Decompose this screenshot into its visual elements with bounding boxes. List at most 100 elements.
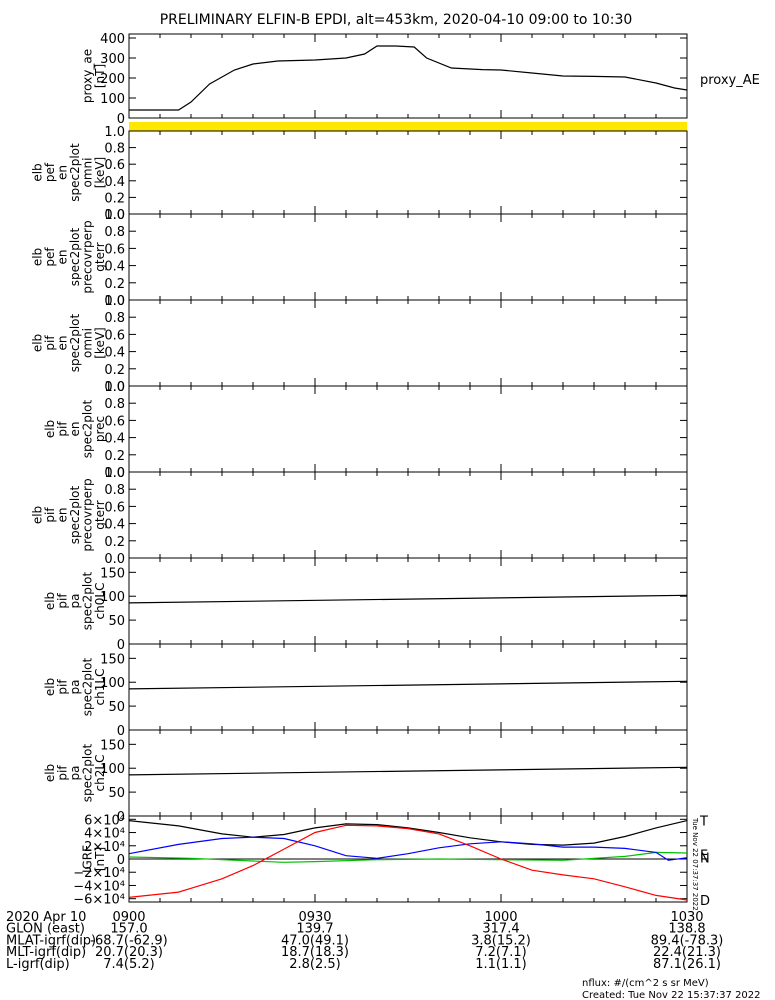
created-timestamp: Created: Tue Nov 22 15:37:37 2022	[582, 990, 761, 1000]
y-axis-label-line: en	[68, 422, 82, 437]
y-axis-label-line: omni	[81, 158, 95, 188]
y-tick-label: 0.8	[104, 483, 125, 498]
y-tick-label: 0.0	[104, 208, 125, 223]
panel-frame	[128, 213, 688, 301]
panel-elb-pef-en-spec2plot-precovrperp-gterr: 1.0 0.8 0.6 0.4 0.2 0.0 elbpefenspec2plotpreco…	[31, 208, 688, 309]
y-axis-label-line: pif	[43, 335, 57, 351]
annotation-value: 2.8(2.5)	[289, 957, 341, 972]
panel-elb-pif-en-spec2plot-precovrperp-gterr: 1.0 0.8 0.6 0.4 0.2 0.0 elbpifenspec2plotpreco…	[31, 466, 688, 567]
y-axis-label-line: gterr	[93, 242, 107, 271]
y-tick-label: 50	[108, 614, 125, 629]
y-tick-label: −6×10⁴	[73, 893, 125, 908]
annotation-value: 7.2(7.1)	[475, 945, 527, 960]
y-axis-label-line: pif	[56, 679, 70, 695]
y-tick-label: 300	[100, 52, 125, 67]
y-tick-label: 1.0	[104, 380, 125, 395]
annotation-row-label: GLON (east)	[6, 922, 85, 937]
annotation-value: 138.8	[668, 922, 705, 937]
panel-frame	[128, 557, 688, 645]
panel-frame	[128, 643, 688, 731]
annotation-value: 47.0(49.1)	[281, 933, 349, 948]
y-axis-label-line: pa	[68, 594, 82, 609]
y-axis-label-line: elb	[43, 764, 57, 782]
annotation-value: 1030	[670, 910, 703, 925]
series-line-lc	[128, 594, 688, 604]
flux-units-note: nflux: #/(cm^2 s sr MeV)	[582, 978, 709, 989]
flag-bar-fill	[129, 122, 687, 131]
y-axis-label-line: pa	[68, 766, 82, 781]
y-tick-label: 0.6	[104, 500, 125, 515]
y-tick-label: −2×10⁴	[73, 866, 125, 881]
y-tick-label: 0.4	[104, 260, 125, 275]
panel-frame	[128, 299, 688, 387]
y-tick-label: 1.0	[104, 466, 125, 481]
y-axis-label-line: spec2plot	[81, 657, 95, 716]
annotation-value: 87.1(26.1)	[653, 957, 721, 972]
y-tick-label: 0.2	[104, 363, 125, 378]
y-axis-label-line: en	[56, 250, 70, 265]
y-axis-label-line: spec2plot	[68, 313, 82, 372]
series-line-lc	[128, 680, 688, 690]
y-axis-label-line: [keV]	[93, 327, 107, 358]
y-axis-label-line: spec2plot	[81, 399, 95, 458]
y-axis-label-line: proxy_ae	[81, 49, 95, 103]
annotation-value: 0930	[298, 910, 331, 925]
y-tick-label: 2×10⁴	[84, 840, 125, 855]
y-tick-label: 1.0	[104, 125, 125, 140]
y-axis-label-line: spec2plot	[68, 227, 82, 286]
y-tick-label: 0.6	[104, 414, 125, 429]
panel-flag-bar	[129, 122, 687, 131]
y-axis-label-line: precovrperp	[81, 220, 95, 293]
series-line-D	[128, 824, 688, 901]
y-axis-label-line: pif	[43, 507, 57, 523]
y-tick-label: 0.6	[104, 158, 125, 173]
y-tick-label: 1.0	[104, 208, 125, 223]
series-line-E	[128, 851, 688, 863]
y-tick-label: 0.8	[104, 397, 125, 412]
y-tick-label: 200	[100, 72, 125, 87]
panel-proxy_ae: 400 300 200 100 0 proxy_ae[nT] proxy_AE	[81, 32, 760, 127]
y-tick-label: 0.2	[104, 449, 125, 464]
y-axis-label-line: elb	[43, 678, 57, 696]
y-axis-label-line: en	[56, 165, 70, 180]
annotation-row-label: MLAT-igrf(dip)	[6, 933, 96, 948]
y-axis-label-line: spec2plot	[68, 485, 82, 544]
panel-igrf: 6×10⁴4×10⁴2×10⁴0−2×10⁴−4×10⁴−6×10⁴IGRF[n…	[73, 813, 710, 910]
y-axis-label-line: pef	[43, 162, 57, 182]
y-axis-label-line: [keV]	[93, 157, 107, 188]
y-tick-label: 100	[100, 590, 125, 605]
y-tick-label: 50	[108, 700, 125, 715]
annotation-value: 1000	[484, 910, 517, 925]
annotation-row-label: L-igrf(dip)	[6, 957, 70, 972]
series-line-proxy_AE	[129, 45, 688, 111]
series-line-T	[128, 820, 688, 846]
y-tick-label: 0.8	[104, 225, 125, 240]
series-line-N	[128, 836, 688, 861]
panel-elb-pef-en-spec2plot-omni: 1.0 0.80.6 0.40.2 0.0 elbpefenspec2plotomni[…	[31, 125, 688, 223]
y-axis-label-line: pif	[56, 765, 70, 781]
y-tick-label: 0	[117, 810, 125, 825]
panel-frame	[128, 729, 688, 817]
y-tick-label: 150	[100, 652, 125, 667]
y-tick-label: 0.4	[104, 346, 125, 361]
y-axis-label-line: [nT]	[93, 847, 107, 871]
y-tick-label: 100	[100, 92, 125, 107]
y-tick-label: 0.0	[104, 552, 125, 567]
annotation-value: 18.7(18.3)	[281, 945, 349, 960]
y-axis-label-line: spec2plot	[81, 571, 95, 630]
annotation-value: 89.4(-78.3)	[651, 933, 724, 948]
series-end-label: N	[700, 852, 710, 867]
y-tick-label: 0.4	[104, 175, 125, 190]
y-tick-label: 6×10⁴	[84, 813, 125, 828]
annotation-value: 7.4(5.2)	[103, 957, 155, 972]
annotation-value: 3.8(15.2)	[471, 933, 531, 948]
y-axis-label-line: pif	[56, 593, 70, 609]
y-axis-label-line: prec	[93, 416, 107, 442]
annotation-row-label: MLT-igrf(dip)	[6, 945, 86, 960]
y-tick-label: 0.2	[104, 191, 125, 206]
y-tick-label: −4×10⁴	[73, 879, 125, 894]
y-tick-label: 0.0	[104, 466, 125, 481]
y-tick-label: 0.4	[104, 432, 125, 447]
y-tick-label: 0	[117, 724, 125, 739]
